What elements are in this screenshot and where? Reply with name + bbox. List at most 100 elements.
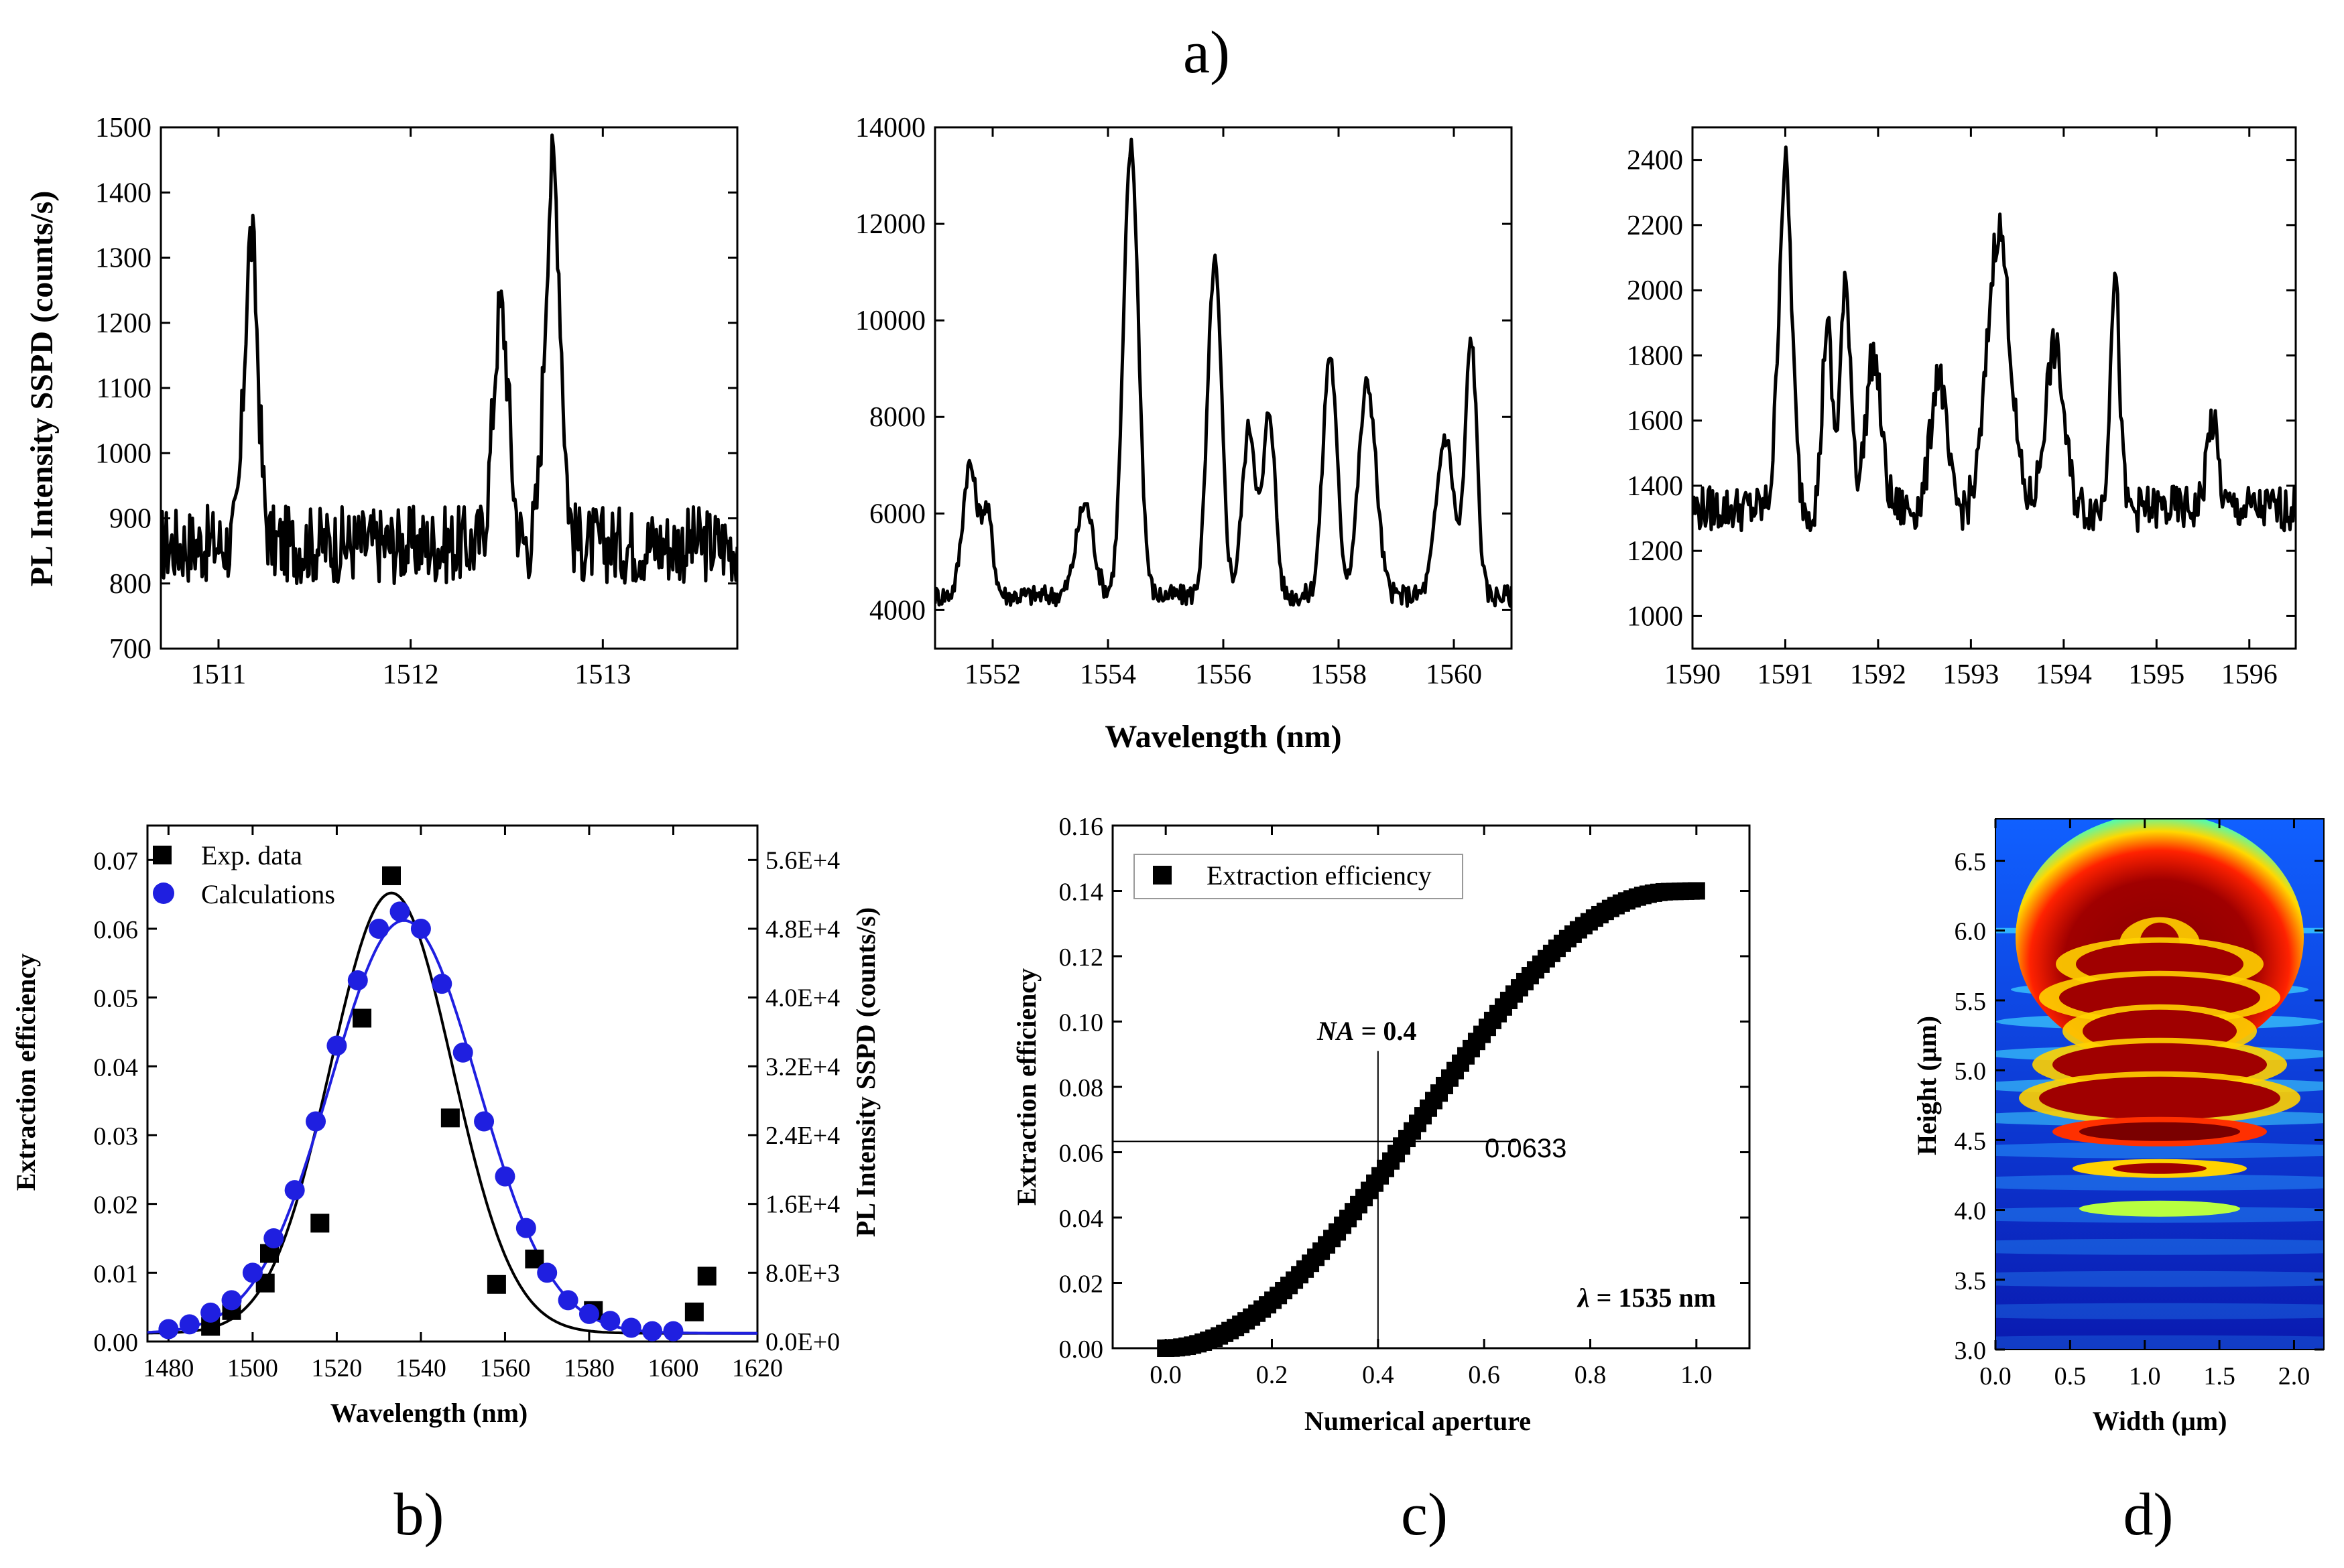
x-tick-label: 0.2 — [1256, 1361, 1288, 1389]
calc-point — [221, 1290, 242, 1311]
x-axis-label: Width (μm) — [2093, 1406, 2227, 1436]
y-tick-label: 12000 — [855, 209, 926, 240]
y-tick-label: 6000 — [869, 499, 926, 529]
spectrum-line — [161, 133, 737, 585]
x-tick-label: 1560 — [479, 1354, 530, 1382]
y-tick-label: 0.01 — [94, 1260, 139, 1288]
y-tick-label: 2200 — [1627, 210, 1683, 241]
y-tick-label: 1400 — [95, 178, 151, 208]
legend-marker-calc — [153, 883, 174, 904]
y-tick-label: 4.5 — [1955, 1127, 1987, 1155]
y-tick-label: 0.05 — [94, 985, 139, 1013]
stem-core — [2039, 1076, 2280, 1120]
exp-point — [353, 1008, 372, 1028]
y-axis-label: Extraction efficiency — [1011, 968, 1042, 1205]
x-tick-label: 1560 — [1426, 659, 1482, 690]
legend-label-calc: Calculations — [201, 879, 335, 909]
x-tick-label: 1513 — [574, 659, 631, 690]
y-tick-label: 0.02 — [1059, 1270, 1104, 1299]
x-tick-label: 0.8 — [1575, 1361, 1607, 1389]
x-tick-label: 1600 — [647, 1354, 698, 1382]
y-tick-label: 0.06 — [1059, 1140, 1104, 1168]
y-tick-label: 1000 — [1627, 601, 1683, 632]
y-tick-label: 0.04 — [1059, 1205, 1104, 1233]
y-right-tick-label: 4.0E+4 — [765, 984, 840, 1012]
y-tick-label: 800 — [109, 569, 151, 600]
y-tick-label: 2400 — [1627, 145, 1683, 176]
x-tick-label: 1591 — [1757, 659, 1813, 690]
x-tick-label: 1500 — [227, 1354, 278, 1382]
legend-frame — [1133, 854, 1463, 899]
y-tick-label: 0.16 — [1059, 813, 1104, 841]
calc-point — [621, 1317, 641, 1338]
y-right-tick-label: 0.0E+0 — [765, 1328, 840, 1356]
interference-fringe — [1995, 1335, 2324, 1350]
calc-point — [306, 1111, 326, 1132]
y-tick-label: 0.08 — [1059, 1074, 1104, 1102]
y-right-tick-label: 3.2E+4 — [765, 1053, 840, 1081]
x-tick-label: 1593 — [1942, 659, 1999, 690]
x-axis-label-a: Wavelength (nm) — [1105, 719, 1341, 755]
y-tick-label: 10000 — [855, 306, 926, 336]
y-tick-label: 2000 — [1627, 275, 1683, 306]
na-annotation: NA = 0.4 — [1316, 1016, 1416, 1046]
x-tick-label: 1596 — [2221, 659, 2278, 690]
calc-point — [515, 1218, 536, 1238]
y-tick-label: 3.0 — [1955, 1337, 1987, 1365]
panel-label-c: c) — [1401, 1482, 1448, 1548]
x-tick-label: 2.0 — [2278, 1362, 2310, 1390]
legend: Exp. data Calculations — [153, 840, 335, 909]
calc-point — [284, 1180, 305, 1201]
y-right-tick-label: 1.6E+4 — [765, 1191, 840, 1219]
y-tick-label: 1200 — [1627, 536, 1683, 567]
interference-fringe — [1995, 1270, 2324, 1287]
calc-point — [558, 1290, 578, 1311]
y-tick-label: 1000 — [95, 438, 151, 469]
panel-label-a: a) — [1183, 19, 1230, 86]
y-axis-label: Extraction efficiency — [11, 954, 41, 1191]
exp-point — [382, 866, 401, 885]
y-tick-label: 1400 — [1627, 471, 1683, 502]
y-tick-label: 0.03 — [94, 1122, 139, 1151]
x-tick-label: 1556 — [1195, 659, 1251, 690]
calc-point — [179, 1314, 200, 1335]
y-tick-label: 14000 — [855, 113, 926, 143]
interference-fringe — [1834, 1368, 2344, 1384]
y-tick-label: 1600 — [1627, 406, 1683, 437]
y-tick-label: 0.00 — [94, 1329, 139, 1357]
calc-point — [369, 919, 389, 939]
legend: Extraction efficiency — [1133, 854, 1463, 899]
x-tick-label: 1554 — [1080, 659, 1136, 690]
x-tick-label: 1592 — [1850, 659, 1906, 690]
x-tick-label: 1520 — [311, 1354, 362, 1382]
y-tick-label: 0.07 — [94, 847, 139, 875]
y-right-tick-label: 2.4E+4 — [765, 1122, 840, 1150]
x-tick-label: 1540 — [395, 1354, 446, 1382]
calc-point — [432, 974, 452, 994]
hot-band-core — [2079, 1122, 2240, 1141]
y-tick-label: 900 — [109, 504, 151, 535]
x-tick-label: 1512 — [383, 659, 439, 690]
panel-label-d: d) — [2123, 1482, 2174, 1548]
y-tick-label: 5.0 — [1955, 1057, 1987, 1086]
calc-point — [642, 1321, 663, 1342]
x-tick-label: 1594 — [2036, 659, 2092, 690]
calc-point — [347, 970, 368, 990]
y-right-tick-label: 4.8E+4 — [765, 915, 840, 943]
calc-point — [158, 1319, 179, 1340]
x-tick-label: 1580 — [564, 1354, 615, 1382]
spectrum-line — [1692, 145, 2296, 533]
plot-frame — [1995, 818, 2325, 1350]
y-tick-label: 1800 — [1627, 340, 1683, 371]
x-tick-label: 0.5 — [2054, 1362, 2087, 1390]
calc-point — [452, 1042, 473, 1063]
x-tick-label: 1.0 — [2129, 1362, 2161, 1390]
y-tick-label: 0.04 — [94, 1053, 139, 1082]
chart-a2: 1552 1554 1556 1558 1560 4000 6000 8000 10000 120… — [855, 113, 1513, 690]
legend-label-exp: Exp. data — [201, 840, 302, 870]
y-tick-label: 1200 — [95, 308, 151, 339]
y-tick-label: 0.02 — [94, 1191, 139, 1220]
x-tick-label: 1595 — [2128, 659, 2184, 690]
y-tick-label: 700 — [109, 634, 151, 665]
